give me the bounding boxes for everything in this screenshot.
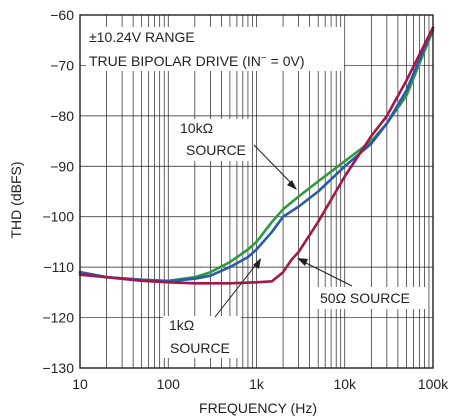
y-tick-label: −90 bbox=[50, 158, 74, 174]
x-axis-label: FREQUENCY (Hz) bbox=[199, 400, 317, 416]
y-tick-label: −100 bbox=[42, 209, 74, 225]
source-10k-label-line2: SOURCE bbox=[186, 142, 246, 158]
range-label-box bbox=[86, 27, 344, 71]
y-tick-labels: −60 −70 −80 −90 −100 −110 −120 −130 bbox=[42, 7, 74, 376]
source-50-arrowhead bbox=[297, 258, 308, 266]
x-tick-label: 10k bbox=[333, 376, 357, 392]
y-tick-label: −120 bbox=[42, 310, 74, 326]
source-1k-arrowhead bbox=[253, 258, 261, 269]
source-50-label-box bbox=[314, 287, 428, 309]
y-tick-label: −80 bbox=[50, 108, 74, 124]
source-10k-label-box bbox=[175, 119, 251, 161]
y-tick-label: −70 bbox=[50, 57, 74, 73]
y-tick-label: −110 bbox=[44, 259, 75, 275]
source-1k-label-box bbox=[163, 316, 241, 358]
range-label-line2: TRUE BIPOLAR DRIVE (IN− = 0V) bbox=[89, 53, 305, 69]
x-tick-label: 10 bbox=[72, 376, 88, 392]
source-50-leader bbox=[301, 260, 353, 287]
series-line-3 bbox=[78, 26, 435, 285]
source-50-label: 50Ω SOURCE bbox=[320, 290, 410, 306]
x-tick-label: 1k bbox=[249, 376, 265, 392]
range-label-line1: ±10.24V RANGE bbox=[89, 29, 195, 45]
y-axis-label: THD (dBFS) bbox=[8, 162, 24, 239]
x-tick-labels: 10 100 1k 10k 100k bbox=[72, 376, 449, 392]
source-10k-label-line1: 10kΩ bbox=[180, 120, 213, 136]
annotations: ±10.24V RANGE TRUE BIPOLAR DRIVE (IN− = … bbox=[86, 27, 428, 358]
series-group bbox=[78, 26, 435, 285]
source-1k-leader bbox=[214, 261, 259, 318]
x-tick-label: 100k bbox=[418, 376, 449, 392]
y-tick-label: −130 bbox=[42, 360, 74, 376]
plot-frame bbox=[79, 14, 434, 369]
source-10k-leader bbox=[253, 144, 295, 187]
y-tick-label: −60 bbox=[50, 7, 74, 23]
source-1k-label-line1: 1kΩ bbox=[169, 317, 194, 333]
source-1k-label-line2: SOURCE bbox=[170, 340, 230, 356]
source-10k-arrowhead bbox=[287, 180, 297, 190]
x-tick-label: 100 bbox=[157, 376, 181, 392]
